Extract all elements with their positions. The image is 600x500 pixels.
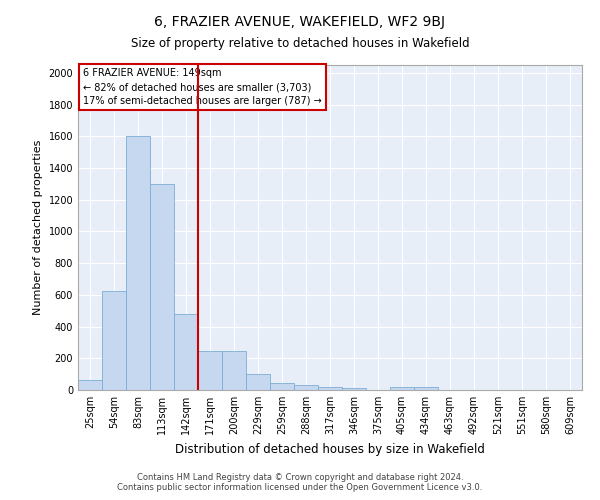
Bar: [126, 136, 150, 390]
Bar: [198, 351, 222, 390]
X-axis label: Distribution of detached houses by size in Wakefield: Distribution of detached houses by size …: [175, 442, 485, 456]
Text: Contains HM Land Registry data © Crown copyright and database right 2024.
Contai: Contains HM Land Registry data © Crown c…: [118, 473, 482, 492]
Bar: [342, 388, 366, 390]
Bar: [270, 383, 294, 390]
Bar: [318, 387, 342, 390]
Bar: [78, 380, 102, 390]
Bar: [246, 374, 270, 390]
Bar: [150, 184, 174, 390]
Bar: [222, 351, 246, 390]
Text: 6 FRAZIER AVENUE: 149sqm
← 82% of detached houses are smaller (3,703)
17% of sem: 6 FRAZIER AVENUE: 149sqm ← 82% of detach…: [83, 68, 322, 106]
Bar: [294, 385, 318, 390]
Text: 6, FRAZIER AVENUE, WAKEFIELD, WF2 9BJ: 6, FRAZIER AVENUE, WAKEFIELD, WF2 9BJ: [155, 15, 445, 29]
Y-axis label: Number of detached properties: Number of detached properties: [33, 140, 43, 315]
Bar: [102, 291, 126, 390]
Bar: [174, 314, 198, 390]
Bar: [414, 387, 438, 390]
Bar: [390, 387, 414, 390]
Text: Size of property relative to detached houses in Wakefield: Size of property relative to detached ho…: [131, 38, 469, 51]
